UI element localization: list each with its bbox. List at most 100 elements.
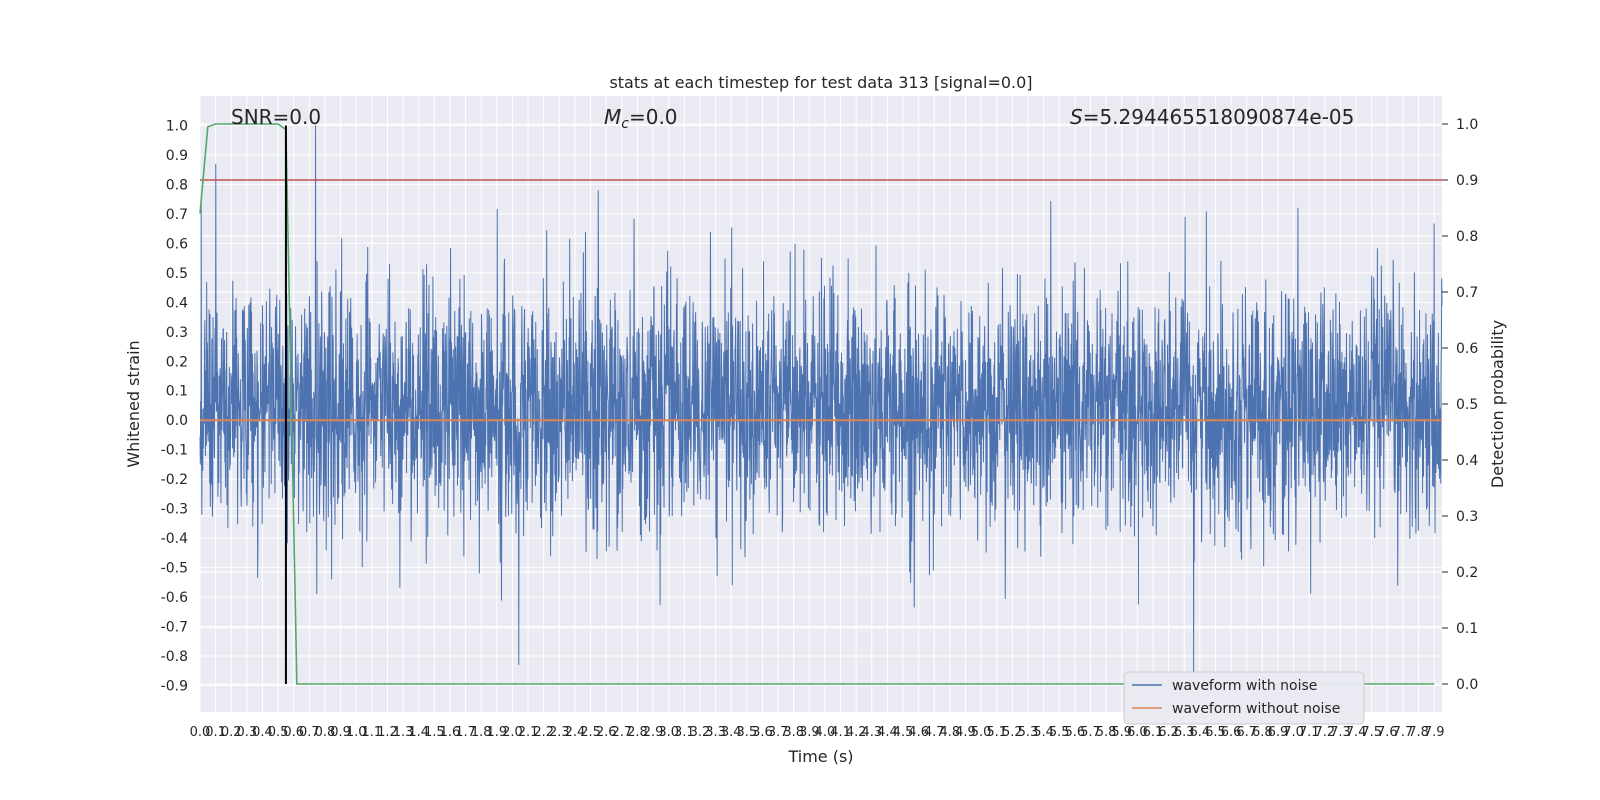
x-axis-ticks: 0.00.10.20.30.40.50.60.70.80.91.01.11.21… bbox=[190, 725, 1445, 740]
y2-tick-label: 0.0 bbox=[1456, 677, 1478, 693]
x-tick-label: 4.4 bbox=[877, 725, 898, 740]
y-tick-label: 0.5 bbox=[166, 266, 188, 282]
x-tick-label: 4.8 bbox=[940, 725, 961, 740]
x-tick-label: 1.3 bbox=[393, 725, 414, 740]
x-tick-label: 0.6 bbox=[283, 725, 304, 740]
y-tick-label: 0.7 bbox=[166, 207, 188, 223]
x-tick-label: 0.7 bbox=[299, 725, 320, 740]
x-tick-label: 7.4 bbox=[1346, 725, 1367, 740]
x-tick-label: 5.6 bbox=[1065, 725, 1086, 740]
x-tick-label: 0.5 bbox=[268, 725, 289, 740]
x-tick-label: 6.6 bbox=[1221, 725, 1242, 740]
x-tick-label: 2.0 bbox=[502, 725, 523, 740]
x-tick-label: 3.5 bbox=[736, 725, 757, 740]
x-tick-label: 4.0 bbox=[815, 725, 836, 740]
annotation-s: S=5.294465518090874e-05 bbox=[1070, 105, 1354, 129]
legend: waveform with noise waveform without noi… bbox=[1123, 671, 1365, 725]
x-tick-label: 4.3 bbox=[861, 725, 882, 740]
x-tick-label: 1.8 bbox=[471, 725, 492, 740]
x-tick-label: 5.7 bbox=[1080, 725, 1101, 740]
x-tick-label: 1.0 bbox=[346, 725, 367, 740]
x-tick-label: 3.9 bbox=[799, 725, 820, 740]
x-tick-label: 1.1 bbox=[362, 725, 383, 740]
y2-tick-label: 0.7 bbox=[1456, 285, 1478, 301]
x-tick-label: 6.4 bbox=[1190, 725, 1211, 740]
x-tick-label: 0.9 bbox=[330, 725, 351, 740]
x-tick-label: 3.4 bbox=[721, 725, 742, 740]
x-tick-label: 4.5 bbox=[893, 725, 914, 740]
y-tick-label: -0.5 bbox=[161, 561, 188, 577]
x-tick-label: 7.2 bbox=[1314, 725, 1335, 740]
annotation-mc-symbol: M bbox=[604, 105, 621, 129]
y2-tick-label: 0.4 bbox=[1456, 453, 1478, 469]
legend-box bbox=[1123, 671, 1365, 725]
chart-title: stats at each timestep for test data 313… bbox=[609, 73, 1032, 92]
x-tick-label: 4.6 bbox=[908, 725, 929, 740]
x-axis-label: Time (s) bbox=[787, 747, 853, 766]
x-tick-label: 7.1 bbox=[1299, 725, 1320, 740]
x-tick-label: 6.0 bbox=[1127, 725, 1148, 740]
x-tick-label: 3.1 bbox=[674, 725, 695, 740]
x-tick-label: 1.2 bbox=[377, 725, 398, 740]
x-tick-label: 3.2 bbox=[690, 725, 711, 740]
annotation-s-value: =5.294465518090874e-05 bbox=[1083, 105, 1355, 129]
y2-tick-label: 0.6 bbox=[1456, 341, 1478, 357]
x-tick-label: 0.0 bbox=[190, 725, 211, 740]
annotation-snr: SNR=0.0 bbox=[231, 105, 321, 129]
y-tick-label: -0.9 bbox=[161, 678, 188, 694]
x-tick-label: 1.4 bbox=[408, 725, 429, 740]
x-tick-label: 2.6 bbox=[596, 725, 617, 740]
x-tick-label: 5.9 bbox=[1111, 725, 1132, 740]
x-tick-label: 2.2 bbox=[533, 725, 554, 740]
x-tick-label: 0.2 bbox=[221, 725, 242, 740]
y-tick-label: -0.6 bbox=[161, 590, 188, 606]
y-tick-label: -0.3 bbox=[161, 502, 188, 518]
x-tick-label: 1.5 bbox=[424, 725, 445, 740]
x-tick-label: 2.7 bbox=[611, 725, 632, 740]
x-tick-label: 0.1 bbox=[205, 725, 226, 740]
overlay-lines bbox=[199, 123, 1442, 685]
series-waveform-with-noise bbox=[199, 125, 1443, 677]
y-tick-label: 0.8 bbox=[166, 177, 188, 193]
x-tick-label: 3.0 bbox=[658, 725, 679, 740]
noise-waveform-line bbox=[199, 125, 1443, 677]
x-tick-label: 4.7 bbox=[924, 725, 945, 740]
x-tick-label: 3.6 bbox=[752, 725, 773, 740]
y-tick-label: 1.0 bbox=[166, 118, 188, 134]
y-tick-label: 0.0 bbox=[166, 413, 188, 429]
y2-axis-label: Detection probability bbox=[1488, 320, 1507, 488]
x-tick-label: 5.8 bbox=[1096, 725, 1117, 740]
y-tick-label: 0.9 bbox=[166, 148, 188, 164]
x-tick-label: 4.9 bbox=[955, 725, 976, 740]
y-tick-label: -0.8 bbox=[161, 649, 188, 665]
x-tick-label: 0.8 bbox=[315, 725, 336, 740]
x-tick-label: 3.3 bbox=[705, 725, 726, 740]
legend-label-noise: waveform with noise bbox=[1172, 678, 1317, 694]
y-tick-label: -0.7 bbox=[161, 620, 188, 636]
x-tick-label: 1.9 bbox=[486, 725, 507, 740]
x-tick-label: 5.5 bbox=[1049, 725, 1070, 740]
x-tick-label: 6.1 bbox=[1143, 725, 1164, 740]
y-tick-label: 0.3 bbox=[166, 325, 188, 341]
y-tick-label: -0.4 bbox=[161, 531, 188, 547]
x-tick-label: 7.0 bbox=[1283, 725, 1304, 740]
x-tick-label: 7.9 bbox=[1424, 725, 1445, 740]
x-tick-label: 2.4 bbox=[565, 725, 586, 740]
x-tick-label: 6.9 bbox=[1268, 725, 1289, 740]
x-tick-label: 7.5 bbox=[1361, 725, 1382, 740]
annotation-s-symbol: S bbox=[1070, 105, 1083, 129]
y-tick-label: 0.6 bbox=[166, 236, 188, 252]
x-tick-label: 7.7 bbox=[1393, 725, 1414, 740]
x-tick-label: 5.2 bbox=[1002, 725, 1023, 740]
x-tick-label: 0.3 bbox=[237, 725, 258, 740]
y-tick-label: 0.1 bbox=[166, 384, 188, 400]
y-tick-label: -0.1 bbox=[161, 443, 188, 459]
x-tick-label: 6.2 bbox=[1158, 725, 1179, 740]
y2-tick-label: 0.8 bbox=[1456, 229, 1478, 245]
x-tick-label: 2.1 bbox=[518, 725, 539, 740]
x-tick-label: 6.8 bbox=[1252, 725, 1273, 740]
x-tick-label: 5.3 bbox=[1018, 725, 1039, 740]
x-tick-label: 3.8 bbox=[783, 725, 804, 740]
x-tick-label: 2.5 bbox=[580, 725, 601, 740]
